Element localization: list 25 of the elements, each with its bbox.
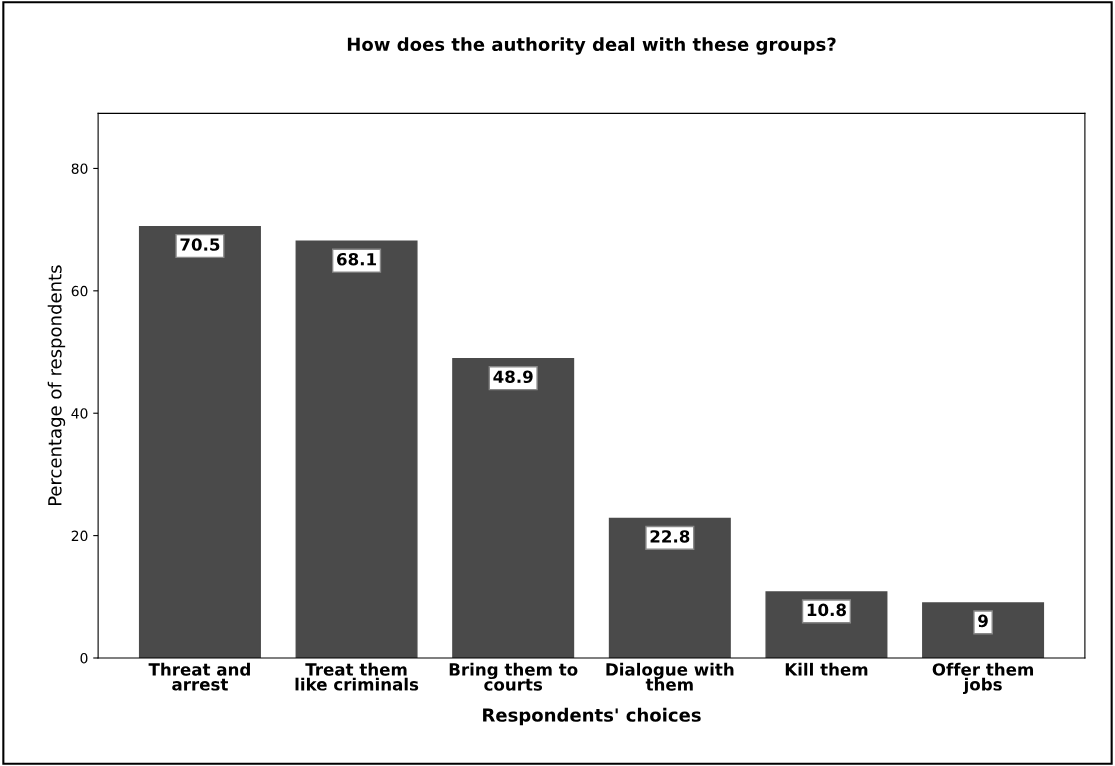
data-label: 68.1 — [337, 252, 376, 266]
y-axis-title: Percentage of respondents — [47, 265, 66, 506]
x-axis-title: Respondents' choices — [483, 707, 701, 726]
y-tick-label: 40 — [71, 408, 88, 419]
bar — [295, 240, 418, 658]
bar — [138, 225, 261, 658]
data-label: 70.5 — [180, 238, 220, 251]
y-tick-label: 20 — [71, 530, 88, 542]
data-label: 9 — [978, 614, 988, 628]
bar — [608, 517, 731, 658]
bar — [922, 602, 1045, 658]
y-tick-label: 0 — [80, 652, 88, 664]
x-tick-label: Offer them jobs — [932, 662, 1034, 694]
x-tick-label: Dialogue with them — [606, 662, 734, 691]
x-tick-label: Treat them like criminals — [295, 662, 419, 691]
data-label: 10.8 — [807, 603, 846, 617]
x-tick-label: Threat and arrest — [148, 662, 250, 691]
x-tick-label: Bring them to courts — [449, 662, 578, 691]
data-label: 22.8 — [650, 530, 690, 543]
x-tick-label: Kill them — [785, 662, 868, 676]
chart-title: How does the authority deal with these groups? — [347, 37, 836, 55]
bar — [452, 358, 575, 658]
data-label: 48.9 — [493, 370, 533, 384]
y-tick-label: 60 — [71, 285, 88, 297]
y-tick-label: 80 — [71, 163, 88, 174]
